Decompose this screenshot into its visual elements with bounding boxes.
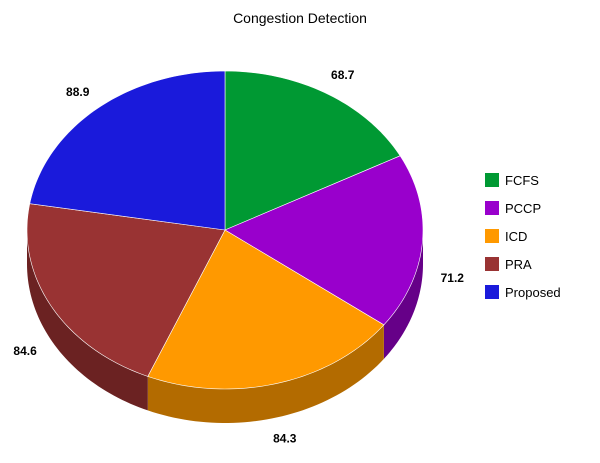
legend-item-pccp: PCCP: [485, 201, 541, 216]
legend-swatch: [485, 201, 499, 215]
pie-slice-proposed: [29, 70, 226, 231]
value-label-proposed: 88.9: [66, 85, 90, 99]
value-label-pccp: 71.2: [441, 271, 465, 285]
legend-swatch: [485, 173, 499, 187]
pie-slices: [26, 70, 424, 390]
value-label-icd: 84.3: [273, 432, 297, 446]
legend-label: FCFS: [505, 173, 539, 188]
pie-sides: [27, 230, 423, 423]
legend-item-proposed: Proposed: [485, 285, 561, 300]
pie-side-icd: [147, 324, 384, 423]
pie-slice-icd: [147, 229, 385, 390]
pie-side-pra: [27, 230, 148, 411]
legend: FCFS PCCP ICD PRA Proposed: [485, 173, 561, 300]
legend-item-icd: ICD: [485, 229, 527, 244]
pie-slice-pccp: [224, 155, 424, 326]
chart-title: Congestion Detection: [233, 10, 367, 26]
legend-swatch: [485, 285, 499, 299]
pie-side-pccp: [383, 230, 423, 359]
legend-label: PCCP: [505, 201, 541, 216]
pie-slice-fcfs: [224, 70, 401, 231]
legend-item-fcfs: FCFS: [485, 173, 539, 188]
pie-slice-pra: [26, 203, 226, 377]
value-label-pra: 84.6: [13, 344, 37, 358]
pie-value-labels: 68.7 71.2 84.3 84.6 88.9: [13, 68, 464, 446]
legend-item-pra: PRA: [485, 257, 532, 272]
legend-label: ICD: [505, 229, 527, 244]
legend-label: Proposed: [505, 285, 561, 300]
legend-label: PRA: [505, 257, 532, 272]
value-label-fcfs: 68.7: [331, 68, 355, 82]
legend-swatch: [485, 257, 499, 271]
legend-swatch: [485, 229, 499, 243]
